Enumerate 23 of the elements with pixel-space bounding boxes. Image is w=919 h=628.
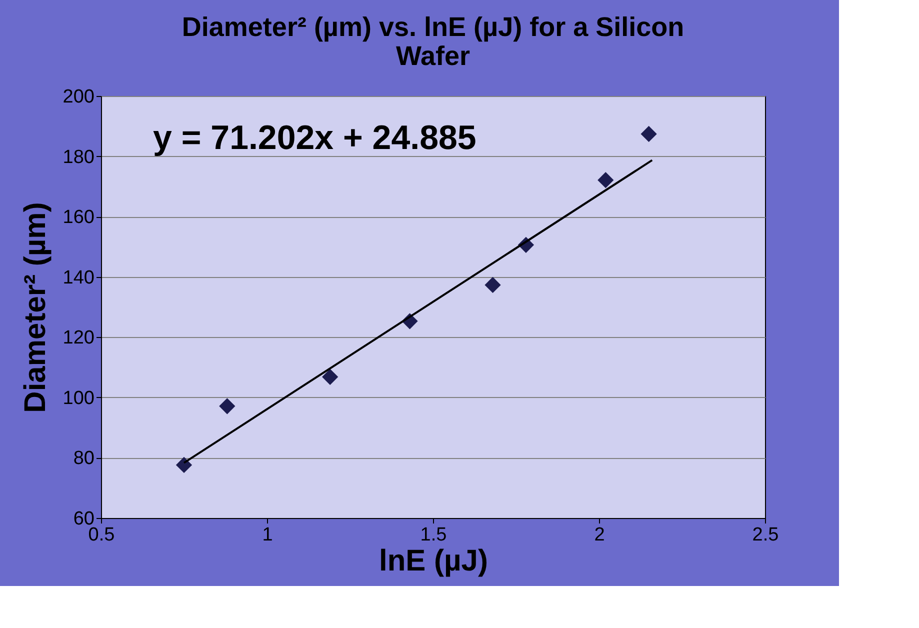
x-tick-label: 0.5 <box>88 524 115 546</box>
y-tick-label: 120 <box>62 328 94 349</box>
y-tick-label: 160 <box>62 207 94 228</box>
x-tick-label: 2.5 <box>752 524 779 546</box>
point <box>598 172 614 188</box>
point <box>484 276 501 294</box>
x-axis-title: lnE (µJ) <box>379 544 488 578</box>
y-tick-label: 80 <box>73 448 94 470</box>
y-tick-label: 100 <box>62 388 94 409</box>
point <box>219 398 236 414</box>
text: Wafer <box>396 41 470 71</box>
y-tick-label: 180 <box>62 146 94 168</box>
x-tick-label: 1.5 <box>420 524 447 546</box>
x-tick-label: 1 <box>262 524 273 546</box>
point <box>176 456 192 474</box>
y-tick-label: 200 <box>62 86 94 108</box>
y-tick-label: 140 <box>62 267 94 288</box>
annotation: y = 71.202x + 24.885 <box>153 119 476 157</box>
text: Diameter² (µm) vs. lnE (µJ) for a Silicon <box>182 12 684 42</box>
point <box>640 126 657 142</box>
point <box>322 368 338 385</box>
y-axis-title: Diameter² (µm) <box>18 202 52 413</box>
x-tick-label: 2 <box>594 524 605 546</box>
